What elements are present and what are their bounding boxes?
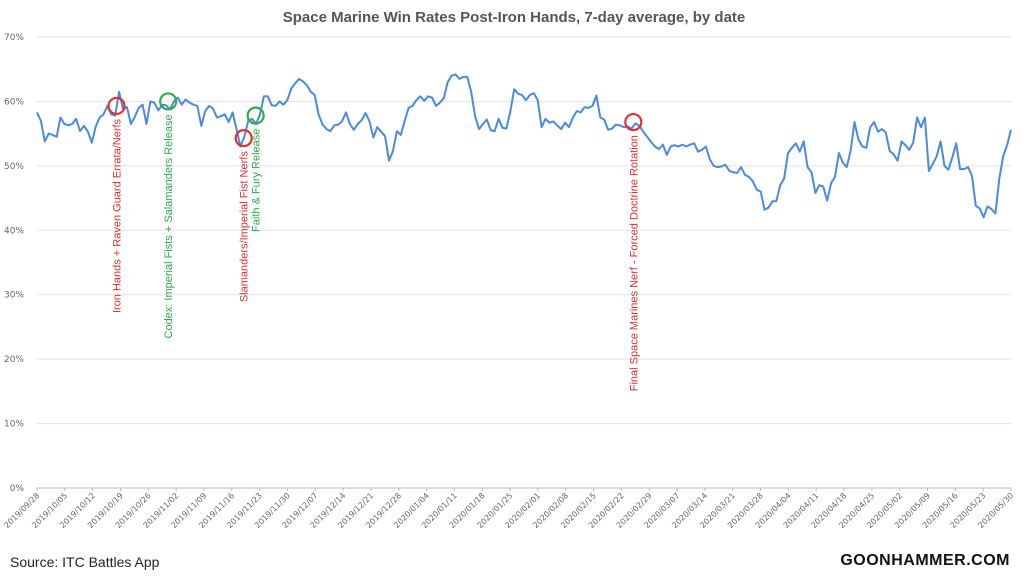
annotation-label: Codex: Imperial Fists + Salamanders Rele…: [163, 114, 175, 338]
series-line-group: [36, 73, 1012, 219]
line-chart: Space Marine Win Rates Post-Iron Hands, …: [2, 9, 1015, 530]
series-line: [36, 73, 1012, 219]
annotation-circle: [246, 106, 265, 125]
y-tick-label: 10%: [4, 420, 24, 430]
y-tick-label: 20%: [4, 355, 24, 365]
y-tick-label: 70%: [4, 33, 24, 43]
brand-logo-text: GOONHAMMER.COM: [840, 552, 1010, 569]
source-note: Source: ITC Battles App: [10, 554, 160, 570]
y-tick-label: 40%: [4, 226, 24, 236]
y-tick-label: 60%: [4, 97, 24, 107]
annotation-label: Iron Hands + Raven Guard Errata/Nerfs: [112, 118, 124, 313]
y-tick-label: 50%: [4, 162, 24, 172]
annotation-circle: [234, 129, 253, 148]
grid-lines: [37, 36, 1011, 489]
y-tick-label: 0%: [10, 484, 25, 494]
chart-title: Space Marine Win Rates Post-Iron Hands, …: [283, 9, 746, 26]
annotation-label: Final Space Marines Nerf - Forced Doctri…: [628, 135, 640, 391]
annotations: Iron Hands + Raven Guard Errata/Nerfs Cod…: [107, 92, 643, 391]
annotation-circle: [624, 112, 643, 132]
x-axis: 2019/09/282019/10/052019/10/122019/10/19…: [2, 488, 1015, 530]
annotation-label: Slamanders/Imperial Fist Nerfs: [239, 151, 251, 302]
annotation-circle: [159, 92, 178, 111]
y-axis: 0% 10% 20% 30% 40% 50% 60% 70%: [4, 33, 24, 494]
annotation-label: Faith & Fury Release: [251, 129, 263, 232]
annotation-circle: [107, 96, 126, 116]
y-tick-label: 30%: [4, 291, 24, 301]
